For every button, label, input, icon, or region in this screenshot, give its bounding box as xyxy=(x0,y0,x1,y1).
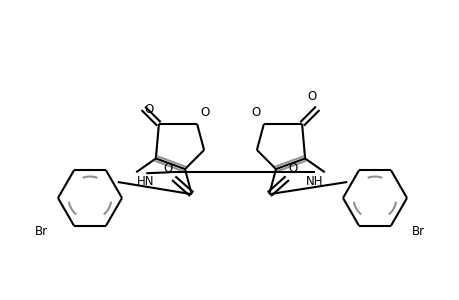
Text: NH: NH xyxy=(306,175,323,188)
Text: O: O xyxy=(163,162,172,175)
Text: O: O xyxy=(200,106,209,119)
Text: O: O xyxy=(251,106,260,119)
Text: HN: HN xyxy=(137,175,154,188)
Text: Br: Br xyxy=(35,225,48,238)
Text: Br: Br xyxy=(411,225,424,238)
Text: O: O xyxy=(307,90,316,104)
Text: O: O xyxy=(288,162,297,175)
Text: O: O xyxy=(144,103,153,116)
